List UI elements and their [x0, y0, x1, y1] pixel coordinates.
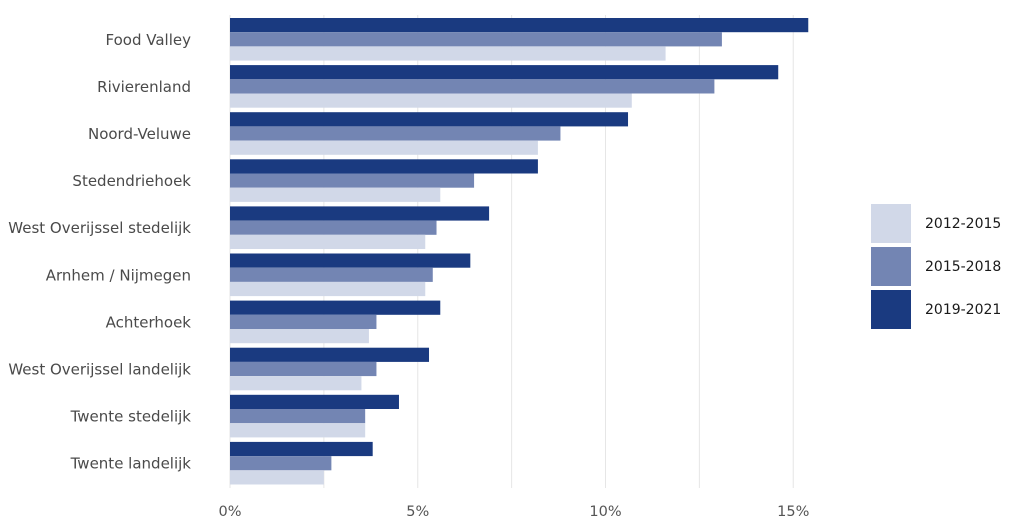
- bars: [230, 18, 809, 485]
- legend-label: 2012-2015: [925, 216, 1001, 232]
- bar: [230, 394, 399, 409]
- bar: [230, 206, 490, 221]
- category-label: Twente landelijk: [70, 455, 192, 473]
- bar: [230, 409, 366, 424]
- bar: [230, 159, 538, 174]
- category-label: Arnhem / Nijmegen: [46, 266, 191, 284]
- bar: [230, 470, 324, 485]
- bar: [230, 126, 561, 141]
- category-label: Achterhoek: [106, 313, 192, 331]
- legend: 2012-2015 2015-2018 2019-2021: [871, 204, 1001, 329]
- category-label: West Overijssel stedelijk: [8, 219, 191, 237]
- legend-swatch: [871, 247, 911, 286]
- bar: [230, 79, 715, 94]
- category-label: Stedendriehoek: [72, 172, 191, 190]
- bar: [230, 140, 538, 155]
- category-label: West Overijssel landelijk: [8, 361, 191, 379]
- bar: [230, 329, 369, 344]
- legend-label: 2015-2018: [925, 259, 1001, 275]
- bar: [230, 456, 332, 471]
- category-label: Twente stedelijk: [70, 408, 192, 426]
- x-tick-label: 10%: [589, 504, 621, 520]
- bar: [230, 347, 430, 362]
- category-label: Food Valley: [106, 31, 192, 49]
- bar: [230, 46, 666, 61]
- category-label: Noord-Veluwe: [88, 125, 191, 143]
- bar: [230, 93, 632, 108]
- bar: [230, 18, 809, 33]
- bar: [230, 281, 426, 297]
- bar: [230, 112, 629, 127]
- bar: [230, 300, 441, 315]
- x-tick-label: 5%: [406, 504, 429, 520]
- bar: [230, 173, 475, 188]
- bar: [230, 361, 377, 377]
- bar: [230, 267, 433, 282]
- bar: [230, 376, 362, 391]
- x-axis-ticks: 0% 5% 10% 15%: [218, 504, 809, 520]
- bar: [230, 32, 722, 47]
- bar: [230, 187, 441, 202]
- legend-swatch: [871, 204, 911, 243]
- bar: [230, 441, 373, 457]
- legend-label: 2019-2021: [925, 302, 1001, 318]
- x-tick-label: 0%: [218, 504, 241, 520]
- category-labels: Food Valley Rivierenland Noord-Veluwe Stede…: [8, 31, 191, 473]
- bar: [230, 253, 471, 268]
- bar: [230, 314, 377, 329]
- bar: [230, 65, 779, 80]
- x-tick-label: 15%: [777, 504, 809, 520]
- category-label: Rivierenland: [97, 78, 191, 96]
- bar: [230, 234, 426, 249]
- legend-swatch: [871, 290, 911, 329]
- bar: [230, 423, 366, 438]
- bar: [230, 220, 437, 235]
